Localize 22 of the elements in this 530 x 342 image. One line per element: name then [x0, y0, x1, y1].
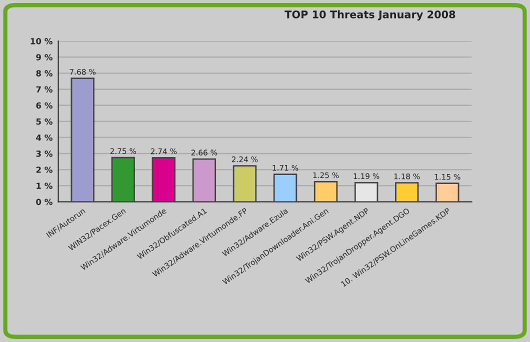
y-tick-label: 3 % — [36, 150, 52, 157]
bar — [395, 182, 419, 202]
bar — [354, 182, 378, 202]
bar — [111, 156, 135, 202]
bar — [436, 182, 460, 202]
y-tick-label: 6 % — [36, 102, 52, 109]
y-tick-label: 10 % — [30, 38, 52, 44]
bar — [232, 165, 257, 202]
y-tick-label: 7 % — [36, 86, 52, 93]
y-tick-label: 5 % — [36, 118, 52, 125]
y-tick-label: 4 % — [36, 134, 52, 141]
bar — [152, 157, 176, 202]
y-tick-label: 0 % — [36, 198, 52, 206]
bar — [314, 180, 338, 202]
chart-title: TOP 10 Threats January 2008 — [284, 10, 456, 20]
y-tick-label: 8 % — [36, 70, 52, 76]
y-tick-label: 9 % — [36, 54, 52, 60]
bar — [273, 174, 298, 202]
y-tick-label: 2 % — [36, 166, 52, 173]
bar — [192, 158, 216, 202]
bar — [70, 78, 94, 202]
y-tick-label: 1 % — [36, 182, 52, 189]
